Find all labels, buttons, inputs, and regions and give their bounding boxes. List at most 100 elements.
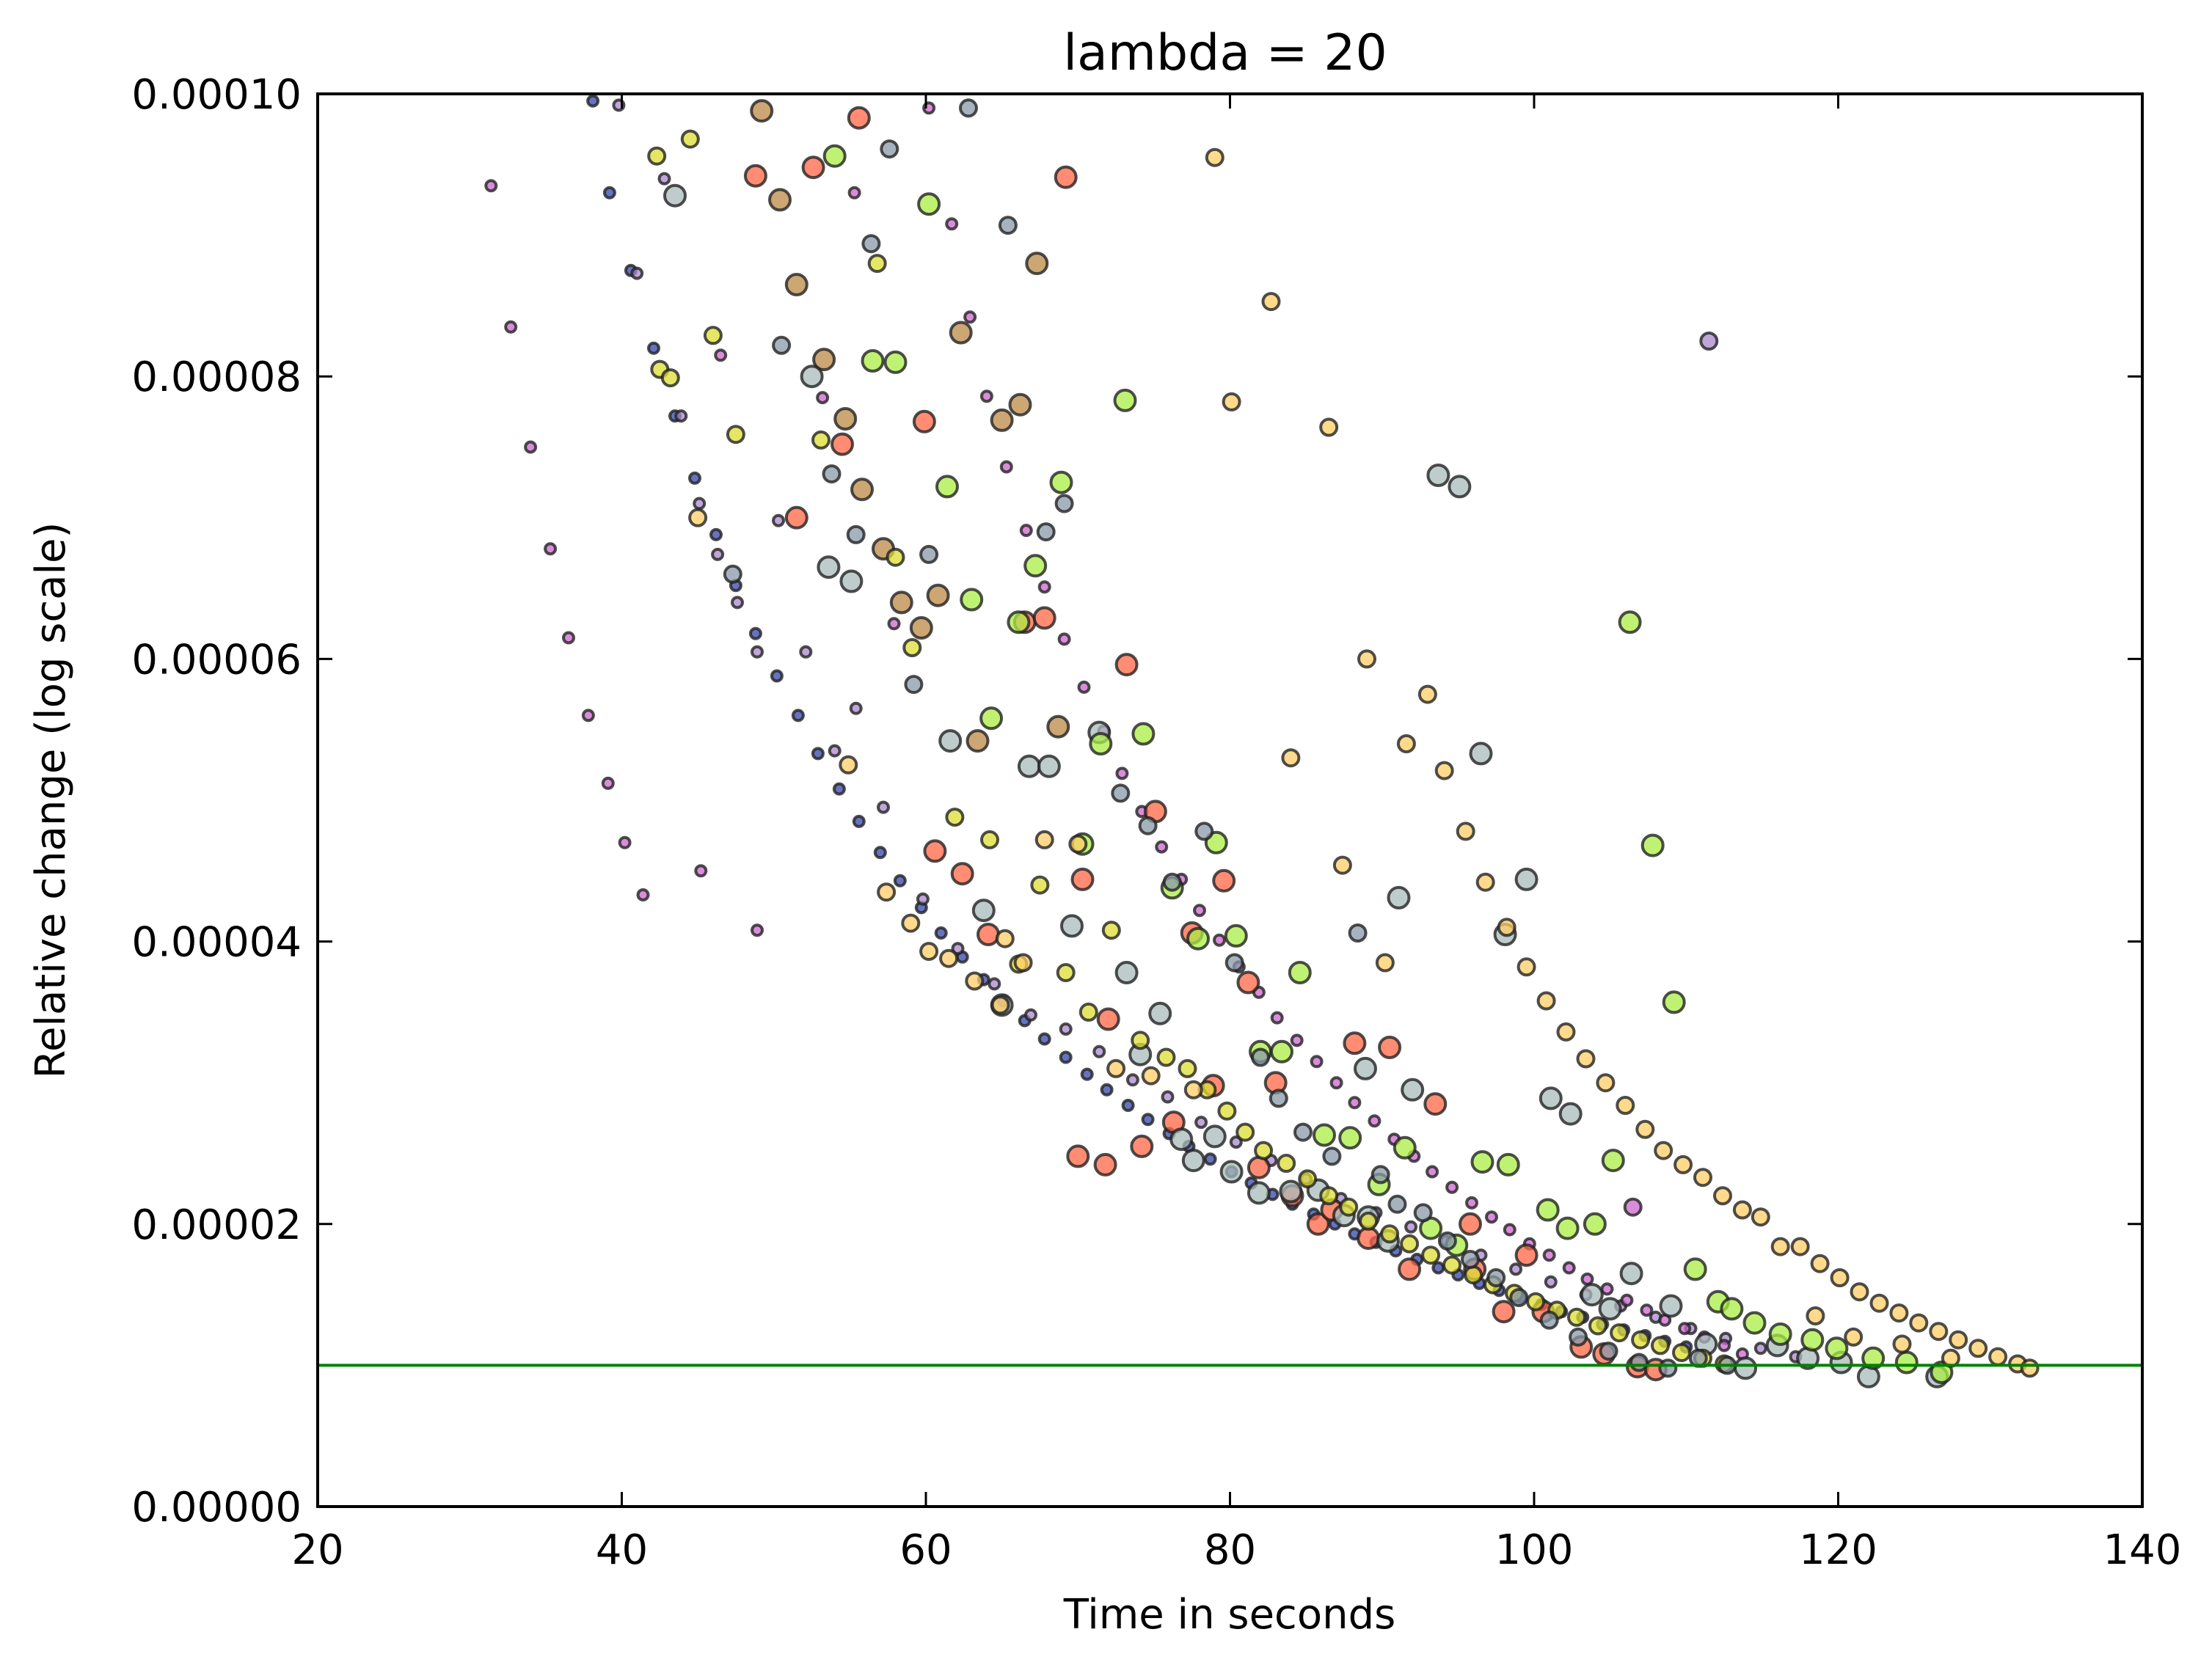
x-tick-label: 80: [1204, 1526, 1256, 1574]
data-point: [1261, 292, 1281, 312]
data-point: [889, 590, 913, 615]
data-point: [1037, 1032, 1051, 1046]
data-point: [919, 544, 939, 564]
data-point: [811, 430, 831, 450]
data-point: [977, 923, 1000, 946]
data-point: [1651, 1336, 1670, 1355]
data-point: [1539, 1310, 1559, 1330]
data-point: [861, 349, 885, 373]
data-point: [726, 425, 745, 444]
data-point: [1509, 1262, 1523, 1276]
data-point: [1526, 1292, 1546, 1311]
data-point: [822, 464, 842, 484]
data-point: [630, 266, 644, 280]
data-point: [674, 409, 688, 423]
data-point: [1049, 470, 1073, 494]
data-point: [1169, 1127, 1194, 1152]
data-point: [1596, 1073, 1616, 1093]
data-point: [544, 542, 558, 556]
data-point: [919, 942, 939, 962]
data-point: [1861, 1346, 1886, 1370]
data-point: [1567, 1307, 1586, 1327]
data-point: [1089, 732, 1113, 755]
data-point: [601, 776, 615, 790]
data-point: [1930, 1361, 1954, 1384]
data-point: [1672, 1343, 1691, 1363]
data-point: [916, 892, 930, 906]
data-point: [1092, 1044, 1106, 1058]
data-point: [1013, 953, 1033, 973]
data-point: [703, 326, 723, 345]
data-point: [1054, 494, 1074, 513]
data-point: [1059, 1050, 1073, 1064]
data-point: [770, 669, 784, 683]
data-points: [484, 94, 2040, 1388]
data-point: [847, 186, 861, 200]
data-point: [1392, 1135, 1417, 1160]
data-point: [772, 335, 792, 355]
data-point: [945, 217, 959, 231]
data-point: [1421, 1245, 1441, 1265]
data-point: [939, 948, 959, 968]
data-point: [1640, 1303, 1654, 1317]
data-point: [1810, 1254, 1830, 1273]
data-point: [484, 179, 498, 193]
data-point: [999, 460, 1013, 474]
data-point: [1246, 1155, 1271, 1179]
data-point: [562, 631, 575, 645]
data-point: [1659, 1294, 1683, 1318]
data-point: [1183, 1080, 1203, 1099]
data-point: [1437, 1231, 1457, 1251]
data-point: [1019, 524, 1033, 538]
data-point: [1290, 1033, 1304, 1047]
data-point: [1576, 1049, 1596, 1069]
chart-title: lambda = 20: [1063, 24, 1387, 82]
data-point: [731, 596, 744, 610]
data-point: [1503, 1223, 1516, 1237]
data-point: [1683, 1257, 1707, 1281]
data-point: [1161, 1090, 1175, 1104]
data-point: [1155, 840, 1169, 854]
data-point: [1222, 392, 1241, 411]
data-point: [1616, 1096, 1635, 1115]
data-point: [1753, 1342, 1767, 1355]
data-point: [1456, 821, 1475, 841]
x-tick-label: 60: [899, 1526, 952, 1574]
data-point: [828, 744, 842, 758]
data-point: [647, 146, 667, 166]
data-point: [1205, 147, 1224, 167]
data-point: [1426, 1165, 1439, 1179]
data-point: [1806, 1306, 1825, 1325]
data-point: [748, 626, 762, 640]
data-point: [1357, 1226, 1381, 1251]
data-point: [688, 508, 708, 527]
data-point: [1413, 1203, 1433, 1223]
data-point: [1281, 748, 1301, 768]
data-point: [1387, 885, 1411, 910]
data-point: [1892, 1334, 1912, 1354]
data-point: [1236, 970, 1260, 995]
data-point: [816, 391, 830, 405]
data-point: [1558, 1102, 1583, 1126]
data-point: [1869, 1293, 1889, 1313]
data-point: [723, 564, 742, 584]
data-point: [1693, 1168, 1712, 1188]
data-point: [1193, 904, 1206, 918]
data-point: [1246, 1181, 1271, 1205]
x-tick-label: 20: [291, 1526, 343, 1574]
data-point: [1034, 830, 1054, 849]
data-point: [1339, 1197, 1359, 1217]
data-point: [799, 645, 813, 659]
data-point: [831, 432, 854, 456]
data-point: [660, 368, 680, 388]
data-point: [1620, 1293, 1634, 1307]
data-point: [1181, 1149, 1205, 1173]
data-point: [877, 800, 890, 814]
data-point: [1115, 766, 1129, 780]
data-point: [1640, 833, 1665, 857]
data-point: [1442, 1255, 1462, 1275]
data-point: [822, 144, 847, 168]
data-point: [1562, 1261, 1576, 1275]
data-point: [833, 407, 858, 431]
data-point: [883, 350, 908, 374]
